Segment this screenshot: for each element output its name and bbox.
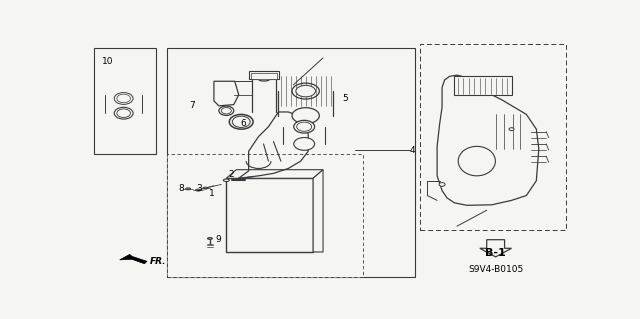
Ellipse shape	[114, 107, 133, 119]
Ellipse shape	[117, 109, 131, 117]
Ellipse shape	[196, 189, 200, 191]
Ellipse shape	[294, 120, 315, 133]
Polygon shape	[437, 75, 539, 205]
Bar	[94, 48, 156, 154]
Ellipse shape	[203, 187, 208, 189]
Text: 4: 4	[410, 145, 415, 154]
Text: S9V4-B0105: S9V4-B0105	[468, 265, 524, 274]
Text: 1: 1	[209, 189, 214, 197]
Ellipse shape	[219, 106, 234, 115]
Ellipse shape	[292, 83, 319, 99]
Polygon shape	[120, 255, 147, 264]
Text: 3: 3	[196, 184, 202, 193]
Ellipse shape	[221, 108, 231, 114]
Polygon shape	[214, 81, 239, 106]
Ellipse shape	[297, 122, 312, 131]
Text: 9: 9	[215, 235, 221, 244]
Ellipse shape	[187, 188, 189, 189]
Text: 8: 8	[179, 184, 184, 193]
Bar	[227, 178, 313, 252]
Ellipse shape	[258, 77, 270, 81]
Ellipse shape	[296, 85, 316, 97]
Text: 7: 7	[189, 101, 195, 110]
Polygon shape	[227, 170, 323, 178]
Ellipse shape	[186, 188, 191, 190]
Ellipse shape	[458, 146, 495, 176]
Text: 2: 2	[228, 170, 234, 179]
Text: FR.: FR.	[150, 257, 166, 266]
Bar	[454, 76, 511, 95]
Ellipse shape	[439, 182, 445, 186]
Bar	[167, 48, 415, 277]
Text: 10: 10	[102, 57, 113, 66]
Ellipse shape	[207, 237, 212, 240]
Ellipse shape	[196, 189, 200, 191]
Polygon shape	[480, 240, 511, 257]
Polygon shape	[251, 73, 277, 79]
Bar	[420, 44, 566, 230]
Polygon shape	[249, 71, 280, 79]
Ellipse shape	[114, 93, 133, 104]
Ellipse shape	[223, 179, 229, 182]
Ellipse shape	[117, 94, 131, 103]
Ellipse shape	[204, 188, 207, 189]
Ellipse shape	[294, 137, 315, 150]
Text: B-1: B-1	[485, 248, 506, 258]
Ellipse shape	[509, 128, 514, 131]
Text: 6: 6	[241, 119, 246, 128]
Text: 5: 5	[342, 94, 348, 103]
Bar	[167, 154, 363, 277]
Ellipse shape	[292, 108, 319, 124]
Ellipse shape	[229, 115, 253, 129]
Ellipse shape	[232, 116, 250, 128]
Polygon shape	[313, 170, 323, 252]
Ellipse shape	[209, 238, 211, 239]
